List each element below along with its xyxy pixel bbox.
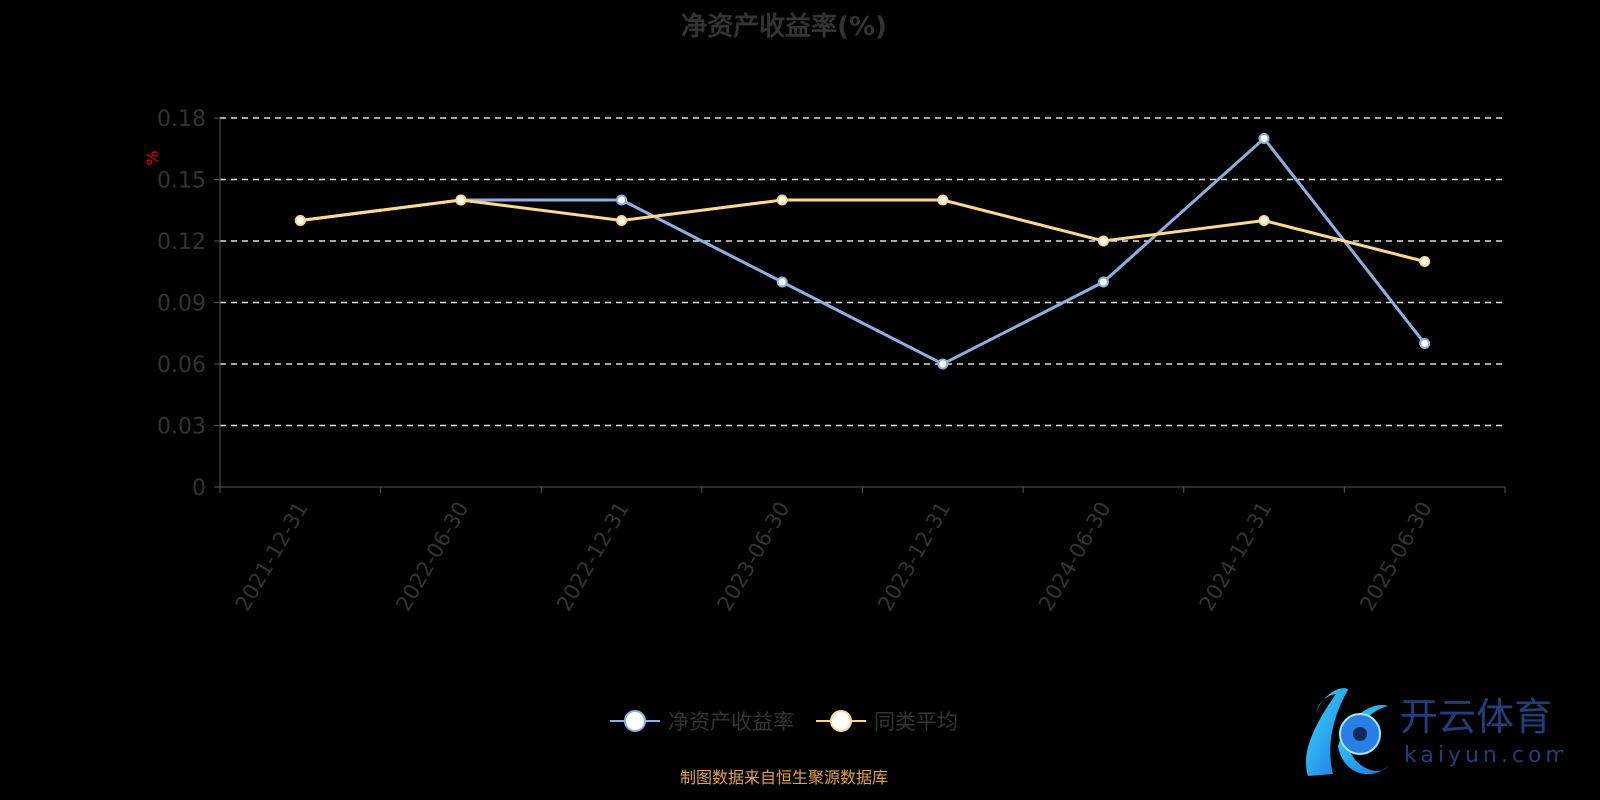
data-point-1 — [1419, 256, 1431, 267]
x-tick-label: 2024-12-31 — [1195, 498, 1277, 616]
data-point-0 — [1097, 276, 1109, 288]
series-line-1 — [300, 198, 1426, 263]
legend: 净资产收益率 同类平均 — [0, 706, 1568, 736]
data-point-0 — [1419, 338, 1431, 349]
legend-item-roe[interactable]: 净资产收益率 — [610, 706, 794, 736]
data-point-0 — [776, 276, 788, 288]
y-axis-unit: % — [143, 150, 162, 165]
x-tick-label: 2024-06-30 — [1034, 498, 1116, 616]
x-tick-label: 2021-12-31 — [231, 498, 313, 616]
data-point-1 — [937, 194, 949, 206]
data-point-1 — [1258, 215, 1270, 226]
data-point-1 — [1097, 235, 1109, 247]
y-tick-label: 0.06 — [157, 353, 206, 378]
x-tick-label: 2023-06-30 — [713, 498, 795, 616]
legend-item-average[interactable]: 同类平均 — [816, 706, 958, 736]
legend-marker-roe — [610, 710, 660, 732]
legend-marker-average — [816, 710, 866, 732]
x-tick-label: 2023-12-31 — [873, 498, 955, 616]
data-point-1 — [776, 194, 788, 206]
data-source-note: 制图数据来自恒生聚源数据库 — [679, 768, 888, 787]
y-tick-label: 0.03 — [157, 415, 206, 440]
data-point-1 — [455, 194, 467, 206]
y-tick-label: 0.12 — [157, 230, 206, 255]
data-point-0 — [616, 194, 628, 206]
y-tick-label: 0 — [192, 476, 206, 501]
series-line-0 — [300, 136, 1426, 366]
data-point-0 — [1258, 133, 1270, 144]
svg-text:kaiyun.com: kaiyun.com — [1404, 743, 1563, 768]
legend-label-average: 同类平均 — [874, 710, 958, 734]
data-point-1 — [294, 215, 306, 226]
chart-title: 净资产收益率(%) — [681, 12, 887, 42]
line-chart: 0 0.03 0.06 0.09 0.12 0.15 0.18% 2021-12-31 2022… — [143, 107, 1506, 616]
data-point-0 — [937, 358, 949, 370]
svg-text:开云体育: 开云体育 — [1400, 695, 1552, 739]
x-tick-label: 2025-06-30 — [1355, 498, 1437, 616]
legend-label-roe: 净资产收益率 — [668, 710, 794, 734]
y-tick-label: 0.09 — [157, 292, 206, 317]
data-point-1 — [616, 215, 628, 226]
x-tick-label: 2022-06-30 — [391, 498, 473, 616]
x-tick-label: 2022-12-31 — [552, 498, 634, 616]
kaiyun-logo: 开云体育 kaiyun.com — [1305, 688, 1563, 776]
y-tick-label: 0.15 — [157, 169, 206, 194]
y-tick-label: 0.18 — [157, 107, 206, 132]
